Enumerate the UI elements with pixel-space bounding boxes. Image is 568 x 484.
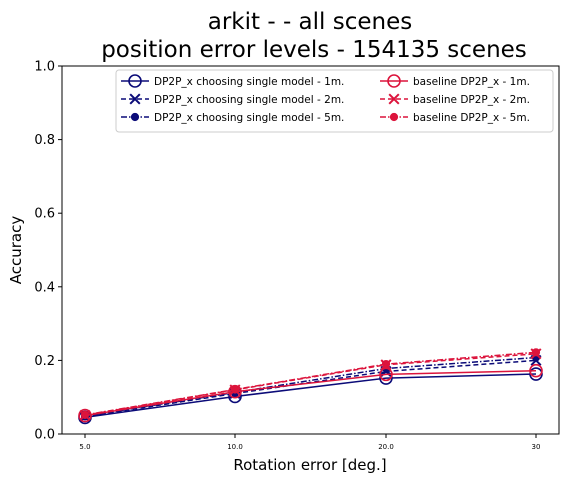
y-tick-label: 0.8 — [34, 133, 55, 148]
x-tick-label: 20.0 — [378, 443, 394, 451]
y-tick-label: 1.0 — [34, 60, 55, 75]
data-point — [129, 93, 141, 105]
data-point — [230, 385, 240, 394]
legend-item: baseline DP2P_x - 1m. — [380, 74, 530, 88]
y-axis-ticks: 0.0 0.2 0.4 0.6 0.8 1.0 — [34, 60, 62, 443]
data-point — [529, 363, 543, 378]
legend-item: DP2P_x choosing single model - 2m. — [121, 93, 344, 106]
series-line — [80, 348, 541, 419]
x-axis-label: Rotation error [deg.] — [233, 456, 386, 474]
data-point — [529, 367, 543, 381]
legend-label: DP2P_x choosing single model - 1m. — [154, 76, 344, 88]
data-point — [80, 410, 90, 419]
legend-label: baseline DP2P_x - 5m. — [413, 112, 530, 124]
legend: DP2P_x choosing single model - 1m. DP2P_x… — [115, 69, 554, 133]
legend-label: DP2P_x choosing single model - 5m. — [154, 112, 344, 124]
series-path — [84, 351, 537, 416]
series-path — [84, 353, 537, 416]
data-point — [128, 74, 142, 88]
series-path — [84, 369, 537, 417]
chart-title-line2: position error levels - 154135 scenes — [101, 37, 527, 63]
x-axis-ticks: 5.0 10.0 20.0 30 — [79, 434, 540, 451]
legend-label: baseline DP2P_x - 1m. — [413, 76, 530, 88]
x-tick-label: 10.0 — [227, 443, 243, 451]
data-point — [78, 408, 92, 423]
series-path — [84, 373, 537, 419]
legend-item: DP2P_x choosing single model - 5m. — [121, 112, 344, 124]
chart-title-line1: arkit - - all scenes — [208, 9, 412, 35]
y-tick-label: 0.4 — [34, 280, 55, 295]
y-tick-label: 0.0 — [34, 428, 55, 443]
data-point — [379, 367, 393, 382]
legend-label: DP2P_x choosing single model - 2m. — [154, 94, 344, 106]
y-tick-label: 0.2 — [34, 354, 55, 369]
legend-item: baseline DP2P_x - 2m. — [380, 93, 530, 106]
legend-label: baseline DP2P_x - 2m. — [413, 94, 530, 106]
data-point — [388, 93, 400, 105]
data-point — [130, 112, 140, 122]
data-point — [389, 112, 399, 122]
series-path — [84, 356, 537, 418]
legend-item: baseline DP2P_x - 5m. — [380, 112, 530, 124]
x-tick-label: 5.0 — [79, 443, 90, 451]
data-point — [531, 348, 541, 357]
data-point — [381, 359, 391, 369]
y-tick-label: 0.6 — [34, 207, 55, 222]
series-layer — [78, 348, 543, 425]
x-tick-label: 30 — [532, 443, 541, 451]
legend-item: DP2P_x choosing single model - 1m. — [121, 74, 344, 88]
y-axis-label: Accuracy — [7, 216, 25, 285]
data-point — [387, 74, 401, 88]
legend-box — [115, 69, 554, 133]
